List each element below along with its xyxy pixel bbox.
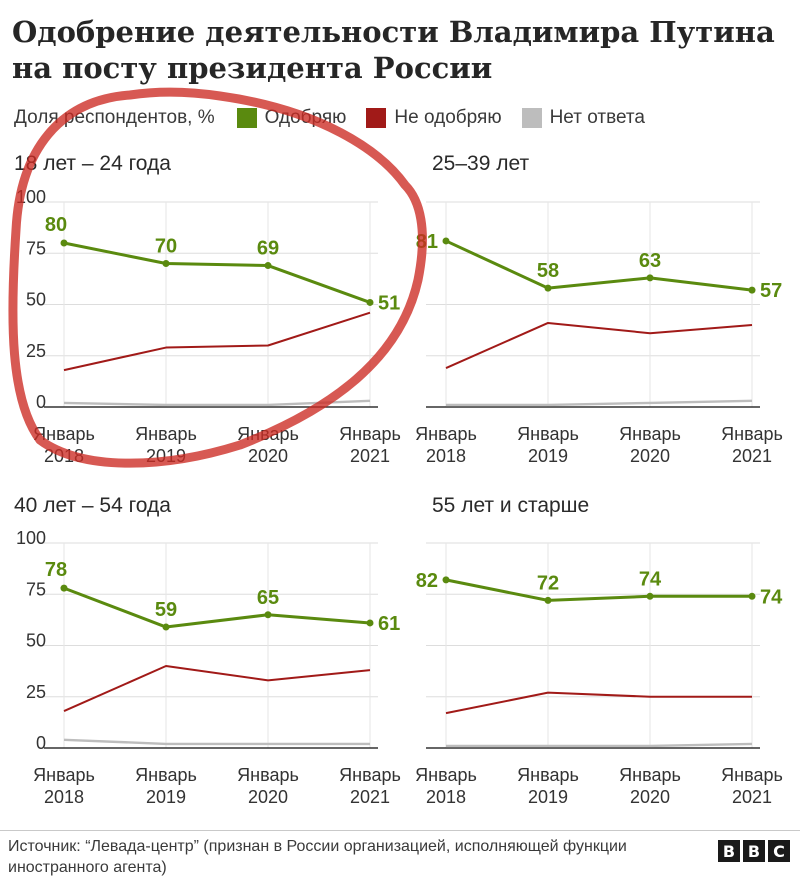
panel-title-25-39: 25–39 лет	[432, 152, 530, 175]
data-point-approve	[60, 584, 68, 592]
y-tick-label: 25	[26, 682, 46, 702]
x-tick-label: Январь 2018	[415, 765, 477, 807]
data-label-approve: 80	[45, 214, 67, 236]
x-tick-label: Январь 2021	[721, 424, 783, 466]
series-line-disapprove	[445, 321, 753, 369]
data-point-approve	[442, 237, 450, 245]
series-line-no-answer	[446, 742, 753, 748]
data-label-approve: 65	[257, 587, 279, 609]
data-point-approve	[544, 596, 552, 604]
footer-divider	[0, 830, 800, 831]
y-tick-label: 0	[36, 392, 46, 412]
bbc-logo-letter: B	[718, 840, 740, 862]
series-line-no-answer	[63, 738, 370, 746]
data-point-approve	[748, 286, 756, 294]
series-line-no-answer	[63, 399, 371, 407]
x-tick-label: Январь 2021	[721, 765, 783, 807]
panel-title-40-54: 40 лет – 54 года	[14, 494, 171, 517]
x-tick-label: Январь 2020	[237, 765, 299, 807]
y-tick-label: 0	[36, 733, 46, 753]
x-tick-label: Январь 2021	[339, 424, 401, 466]
y-tick-label: 50	[26, 631, 46, 651]
data-point-approve	[264, 262, 272, 270]
data-label-approve: 72	[537, 572, 559, 594]
x-tick-label: Январь 2019	[135, 765, 197, 807]
x-tick-label: Январь 2019	[517, 424, 579, 466]
data-label-approve: 74	[760, 586, 783, 608]
x-tick-label: Январь 2020	[619, 765, 681, 807]
data-point-approve	[544, 284, 552, 292]
x-tick-label: Январь 2020	[237, 424, 299, 466]
chart-panel-0: 0 25 50 75 100 Январь 2018 Январь 2019 Январь 2020…	[16, 187, 401, 466]
source-note: Источник: “Левада-центр” (признан в Росс…	[8, 838, 627, 876]
data-point-approve	[646, 592, 654, 600]
series-line-approve	[63, 586, 371, 629]
data-point-approve	[60, 239, 68, 247]
data-point-approve	[162, 260, 170, 267]
x-tick-label: Январь 2021	[339, 765, 401, 807]
chart-panel-3: Январь 2018 Январь 2019 Январь 2020 Январь 2021…	[415, 542, 783, 807]
chart-title: Одобрение деятельности Владимира Путина …	[12, 15, 775, 85]
chart-panel-2: 0 25 50 75 100 Январь 2018 Январь 2019 Январь 2020…	[16, 528, 401, 807]
data-label-approve: 82	[416, 570, 438, 592]
chart-panel-1: Январь 2018 Январь 2019 Январь 2020 Январь 2021…	[415, 201, 783, 466]
series-line-approve	[445, 578, 752, 602]
x-tick-label: Январь 2019	[135, 424, 197, 466]
y-tick-label: 75	[26, 579, 46, 599]
x-tick-label: Январь 2018	[33, 765, 95, 807]
data-label-approve: 74	[639, 568, 662, 590]
series-line-no-answer	[446, 399, 753, 407]
y-tick-label: 25	[26, 341, 46, 361]
data-label-approve: 70	[155, 236, 177, 258]
y-tick-label: 50	[26, 290, 46, 310]
bbc-logo-letter: C	[768, 840, 790, 862]
y-tick-label: 100	[16, 187, 46, 207]
legend-swatch-no-answer	[521, 108, 542, 128]
series-line-disapprove	[63, 311, 371, 372]
data-point-approve	[442, 576, 450, 584]
data-label-approve: 58	[537, 260, 559, 282]
charts-area: 0 25 50 75 100 Январь 2018 Январь 2019 Январь 2020…	[16, 187, 783, 807]
x-tick-label: Январь 2020	[619, 424, 681, 466]
data-label-approve: 57	[760, 280, 782, 302]
data-label-approve: 63	[639, 250, 661, 272]
data-point-approve	[646, 274, 654, 282]
series-line-disapprove	[63, 665, 371, 713]
data-point-approve	[366, 619, 374, 627]
data-point-approve	[366, 298, 374, 306]
legend-label-no-answer: Нет ответа	[549, 107, 645, 128]
data-label-approve: 59	[155, 599, 177, 621]
bbc-logo-letter: B	[743, 840, 765, 862]
data-point-approve	[162, 623, 170, 631]
data-point-approve	[748, 592, 756, 600]
legend-item-no-answer: Нет ответа	[521, 107, 645, 129]
bbc-logo: B B C	[718, 840, 790, 862]
panel-title-55-plus: 55 лет и старше	[432, 494, 590, 517]
data-label-approve: 81	[416, 231, 438, 253]
x-tick-label: Январь 2018	[415, 424, 477, 466]
series-line-approve	[445, 239, 753, 292]
data-label-approve: 78	[45, 559, 67, 581]
series-line-disapprove	[445, 691, 752, 715]
x-tick-label: Январь 2018	[33, 424, 95, 466]
data-point-approve	[264, 611, 272, 619]
data-label-approve: 69	[257, 238, 279, 260]
data-label-approve: 51	[378, 292, 400, 314]
data-label-approve: 61	[378, 613, 400, 635]
y-tick-label: 75	[26, 238, 46, 258]
x-tick-label: Январь 2019	[517, 765, 579, 807]
series-line-approve	[63, 241, 371, 304]
y-tick-label: 100	[16, 528, 46, 548]
